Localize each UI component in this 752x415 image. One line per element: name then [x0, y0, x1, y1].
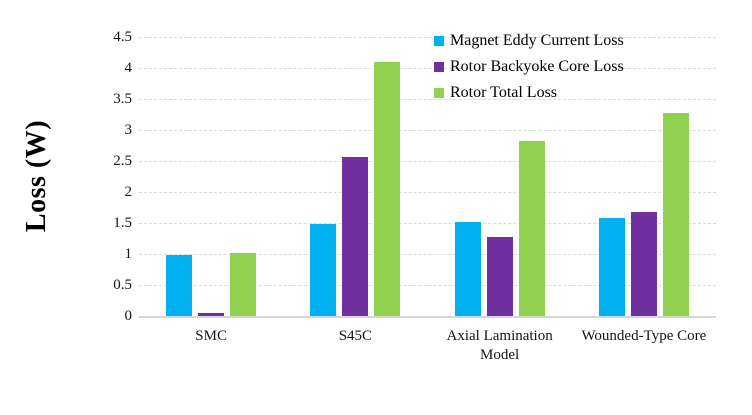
bar-smc-series-2	[230, 253, 257, 316]
gridline-1.5	[139, 223, 716, 224]
bar-wounded-type-core-series-1	[630, 212, 657, 316]
bar-axial-lamination-model-series-2	[518, 141, 545, 316]
y-tick-label-1.5: 1.5	[113, 215, 132, 231]
y-tick-label-0.5: 0.5	[113, 277, 132, 293]
gridline-0.5	[139, 285, 716, 286]
y-tick-label-0: 0	[124, 308, 133, 324]
bar-smc-series-1	[198, 313, 225, 316]
y-tick-label-2: 2	[124, 184, 133, 200]
y-tick-label-4: 4	[124, 60, 133, 76]
y-tick-label-2.5: 2.5	[113, 153, 132, 169]
legend: Magnet Eddy Current Loss Rotor Backyoke C…	[434, 28, 624, 106]
bar-axial-lamination-model-series-0	[454, 222, 481, 316]
x-category-slot-1: S45C	[283, 327, 427, 346]
x-category-slot-2: Axial Lamination Model	[428, 327, 572, 365]
gridline-4	[139, 68, 716, 69]
y-tick-label-3: 3	[124, 122, 133, 138]
x-category-label: SMC	[195, 328, 227, 344]
plot-area	[139, 37, 716, 318]
legend-swatch-icon	[434, 62, 444, 72]
x-category-slot-0: SMC	[139, 327, 283, 346]
bar-s45c-series-0	[310, 224, 337, 316]
y-tick-label-4.5: 4.5	[113, 29, 132, 45]
gridline-2.5	[139, 161, 716, 162]
gridline-2	[139, 192, 716, 193]
y-tick-label-3.5: 3.5	[113, 91, 132, 107]
bar-s45c-series-1	[342, 157, 369, 316]
bar-wounded-type-core-series-2	[662, 113, 689, 316]
legend-item-0: Magnet Eddy Current Loss	[434, 28, 624, 54]
gridline-4.5	[139, 37, 716, 38]
legend-swatch-icon	[434, 88, 444, 98]
y-axis-title: Loss (W)	[21, 119, 52, 233]
bar-smc-series-0	[166, 255, 193, 316]
legend-swatch-icon	[434, 36, 444, 46]
bar-wounded-type-core-series-0	[598, 218, 625, 316]
gridline-1	[139, 254, 716, 255]
legend-item-1: Rotor Backyoke Core Loss	[434, 54, 624, 80]
legend-item-2: Rotor Total Loss	[434, 80, 624, 106]
gridline-3	[139, 130, 716, 131]
x-category-label: Axial Lamination Model	[446, 328, 553, 363]
y-tick-label-1: 1	[124, 246, 133, 262]
bar-axial-lamination-model-series-1	[486, 237, 513, 316]
x-category-label: Wounded-Type Core	[581, 328, 707, 344]
x-category-slot-3: Wounded-Type Core	[572, 327, 716, 346]
x-category-label: S45C	[338, 328, 373, 344]
legend-label: Rotor Total Loss	[450, 84, 558, 101]
legend-label: Magnet Eddy Current Loss	[450, 32, 624, 49]
gridline-3.5	[139, 99, 716, 100]
legend-label: Rotor Backyoke Core Loss	[450, 58, 624, 75]
bar-s45c-series-2	[374, 62, 401, 316]
